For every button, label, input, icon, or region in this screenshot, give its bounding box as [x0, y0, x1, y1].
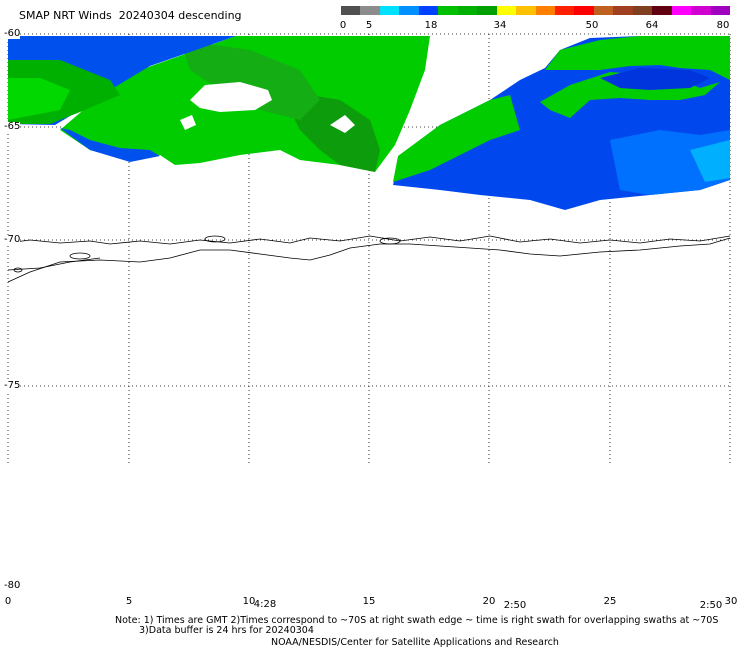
colorbar-label-0: 0 — [339, 20, 347, 31]
colorbar-segment — [554, 6, 575, 15]
wind-speed-colorbar — [341, 6, 731, 15]
colorbar-segment — [379, 6, 400, 15]
colorbar-labels: 0 5 18 34 50 64 80 — [0, 20, 740, 34]
colorbar-segment — [516, 6, 536, 15]
colorbar-segment — [574, 6, 594, 15]
wind-swath-left — [8, 36, 430, 172]
colorbar-segment — [632, 6, 653, 15]
lon-label-20: 20 — [482, 596, 496, 607]
lat-label-65: -65 — [4, 121, 21, 132]
colorbar-segment — [360, 6, 380, 15]
colorbar-label-50: 50 — [585, 20, 599, 31]
colorbar-label-80: 80 — [716, 20, 730, 31]
lat-label-80: -80 — [4, 580, 21, 591]
colorbar-segment — [671, 6, 692, 15]
lon-label-25: 25 — [603, 596, 617, 607]
colorbar-label-64: 64 — [645, 20, 659, 31]
colorbar-segment — [418, 6, 439, 15]
colorbar-segment — [496, 6, 517, 15]
colorbar-segment — [691, 6, 711, 15]
credit-line: NOAA/NESDIS/Center for Satellite Applica… — [271, 637, 559, 648]
swath-time-label: 2:50 — [503, 600, 527, 611]
colorbar-segment — [341, 6, 361, 15]
colorbar-segment — [535, 6, 555, 15]
lon-label-5: 5 — [125, 596, 133, 607]
colorbar-label-5: 5 — [365, 20, 373, 31]
note-line-2: 3)Data buffer is 24 hrs for 20240304 — [139, 625, 314, 636]
lat-label-60: -60 — [4, 28, 21, 39]
lon-label-0: 0 — [4, 596, 12, 607]
lon-label-30: 30 — [724, 596, 738, 607]
antarctic-coastline — [7, 235, 731, 283]
colorbar-segment — [652, 6, 672, 15]
swath-time-label: 4:28 — [253, 599, 277, 610]
note-line-1: Note: 1) Times are GMT 2)Times correspon… — [115, 615, 719, 626]
colorbar-segment — [613, 6, 633, 15]
colorbar-segment — [593, 6, 614, 15]
swath-time-label: 2:50 — [699, 600, 723, 611]
plot-title: SMAP NRT Winds 20240304 descending — [19, 9, 242, 22]
colorbar-segment — [457, 6, 478, 15]
lat-label-75: -75 — [4, 380, 21, 391]
colorbar-segment — [477, 6, 497, 15]
colorbar-segment — [399, 6, 419, 15]
lon-label-10: 10 — [242, 596, 256, 607]
colorbar-segment — [438, 6, 458, 15]
colorbar-label-34: 34 — [493, 20, 507, 31]
lon-label-15: 15 — [362, 596, 376, 607]
colorbar-segment — [710, 6, 731, 15]
colorbar-label-18: 18 — [424, 20, 438, 31]
lat-label-70: -70 — [4, 234, 21, 245]
wind-swath-right — [393, 36, 730, 210]
